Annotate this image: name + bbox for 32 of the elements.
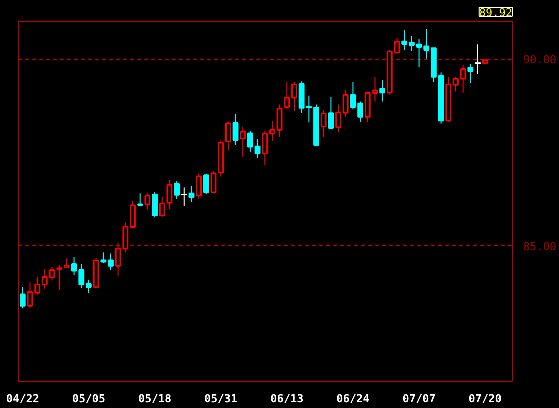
candlestick xyxy=(240,126,246,158)
candlestick xyxy=(159,196,166,218)
candlestick xyxy=(188,186,195,203)
x-tick-label: 06/13 xyxy=(270,392,304,406)
x-tick-label: 05/31 xyxy=(204,392,238,406)
candlestick xyxy=(56,264,63,291)
x-tick-label: 05/18 xyxy=(138,392,172,406)
x-tick-label: 06/24 xyxy=(336,392,370,406)
x-tick-label: 04/22 xyxy=(6,392,40,406)
candlestick xyxy=(328,96,334,130)
candlestick xyxy=(225,121,232,152)
candlestick xyxy=(196,172,202,200)
x-tick-label: 05/05 xyxy=(72,392,106,406)
candlestick xyxy=(468,64,474,84)
candlestick xyxy=(210,171,217,194)
candlestick xyxy=(174,180,180,200)
candlestick xyxy=(203,174,210,195)
text: 89.92 xyxy=(479,6,513,20)
candlestick xyxy=(380,80,386,102)
candlestick xyxy=(152,192,158,218)
candlestick xyxy=(20,286,26,310)
y-tick-label: 90.00 xyxy=(524,54,557,67)
candlestick xyxy=(474,44,482,76)
candlestick xyxy=(144,193,151,210)
candlestick xyxy=(180,187,188,207)
candlestick xyxy=(137,193,144,207)
x-tick-label: 07/20 xyxy=(468,392,502,406)
candlestick xyxy=(320,110,327,138)
x-tick-label: 07/07 xyxy=(402,392,436,406)
candlestick xyxy=(166,180,173,210)
y-tick-label: 85.00 xyxy=(524,240,557,254)
candlestick xyxy=(232,114,239,146)
